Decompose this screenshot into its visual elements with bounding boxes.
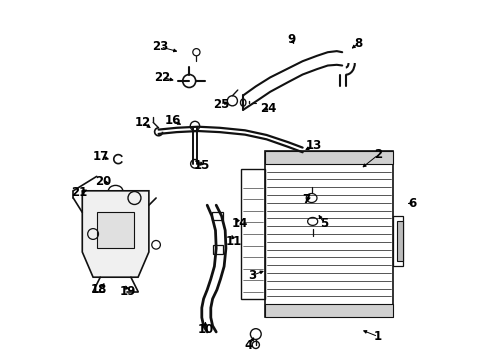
Polygon shape bbox=[82, 191, 149, 277]
Text: 23: 23 bbox=[152, 40, 169, 53]
Bar bbox=[212, 212, 222, 220]
Text: 7: 7 bbox=[302, 193, 310, 206]
Text: 21: 21 bbox=[71, 186, 88, 199]
Text: 10: 10 bbox=[197, 323, 214, 336]
Text: 19: 19 bbox=[120, 285, 136, 298]
Text: 9: 9 bbox=[288, 33, 296, 46]
Text: 14: 14 bbox=[231, 217, 248, 230]
Text: 5: 5 bbox=[320, 217, 328, 230]
Text: 1: 1 bbox=[374, 330, 382, 343]
Bar bbox=[265, 151, 392, 317]
Text: 16: 16 bbox=[165, 114, 181, 127]
Text: 8: 8 bbox=[354, 37, 363, 50]
Bar bbox=[213, 245, 223, 254]
Text: 6: 6 bbox=[408, 197, 416, 210]
Bar bbox=[97, 212, 134, 248]
Text: 18: 18 bbox=[91, 283, 107, 296]
Bar bbox=[265, 151, 392, 164]
Bar bbox=[242, 169, 265, 299]
Text: 4: 4 bbox=[245, 339, 253, 352]
Text: 15: 15 bbox=[194, 159, 210, 172]
Text: 22: 22 bbox=[154, 71, 171, 84]
Text: 13: 13 bbox=[305, 139, 321, 152]
Bar bbox=[392, 216, 403, 266]
Text: 17: 17 bbox=[93, 150, 109, 163]
Bar bbox=[397, 221, 403, 261]
Text: 12: 12 bbox=[134, 116, 150, 129]
Bar bbox=[265, 304, 392, 317]
Text: 24: 24 bbox=[260, 102, 276, 114]
Text: 20: 20 bbox=[95, 175, 111, 188]
Text: 3: 3 bbox=[248, 269, 256, 282]
Text: 11: 11 bbox=[226, 235, 243, 248]
Text: 2: 2 bbox=[374, 148, 382, 161]
Text: 25: 25 bbox=[214, 98, 230, 111]
